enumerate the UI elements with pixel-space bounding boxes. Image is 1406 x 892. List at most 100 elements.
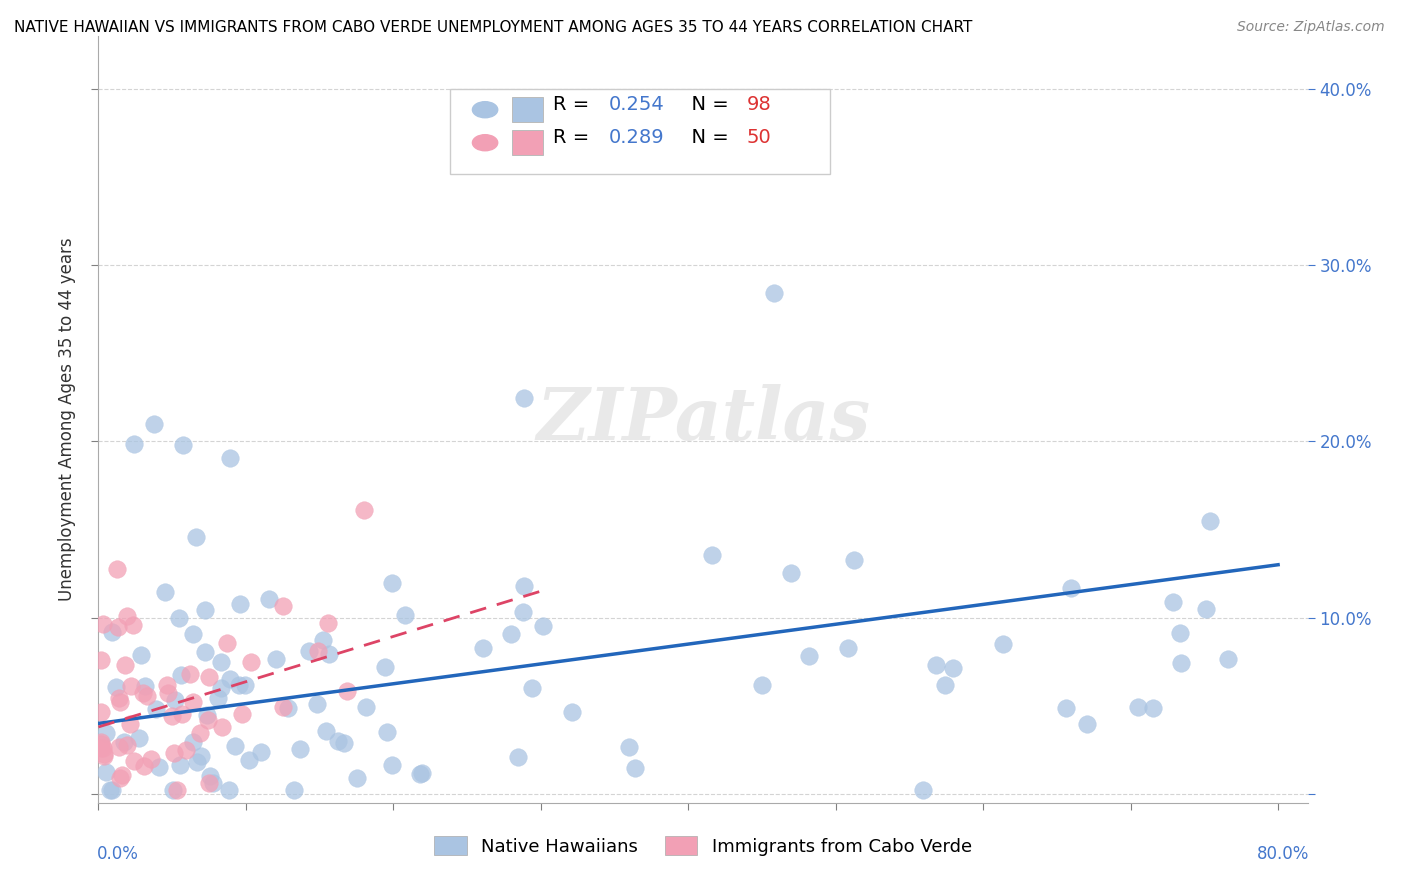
Point [520,681,543,696]
Point [249,745,271,759]
Point [172,707,194,722]
Point [298,644,321,658]
Point [207,691,229,706]
Point [394,608,416,623]
Point [153,584,176,599]
Point [1170,656,1192,670]
Point [318,648,340,662]
Point [215,636,238,650]
Point [156,686,179,700]
Point [218,672,240,686]
Point [129,648,152,663]
Point [375,724,398,739]
Point [288,741,311,756]
Point [110,772,132,786]
Point [165,692,187,706]
Point [195,708,218,723]
Point [122,437,145,451]
Point [219,450,242,465]
Point [145,702,167,716]
Point [148,760,170,774]
Point [233,678,256,692]
Point [142,417,165,431]
Point [512,605,534,619]
Point [531,619,554,633]
Point [181,626,204,640]
Point [108,695,131,709]
Point [506,749,529,764]
Point [163,746,186,760]
Point [188,725,211,739]
Point [174,743,197,757]
Point [197,713,219,727]
Y-axis label: Unemployment Among Ages 35 to 44 years: Unemployment Among Ages 35 to 44 years [58,237,76,601]
Point [108,690,131,705]
Point [762,285,785,300]
Point [501,627,523,641]
Point [101,625,124,640]
Point [90,737,112,751]
Point [315,724,337,739]
Point [700,548,723,562]
Point [842,553,865,567]
Point [100,783,122,797]
Point [942,661,965,675]
Point [273,699,295,714]
Point [617,739,640,754]
Text: R =: R = [553,95,595,114]
Point [326,733,349,747]
Point [90,653,112,667]
Point [202,775,225,789]
Point [94,765,117,780]
Point [228,678,250,692]
Point [190,749,212,764]
Point [105,562,128,576]
Point [134,679,156,693]
Text: 80.0%: 80.0% [1257,845,1309,863]
Point [411,765,433,780]
Point [912,783,935,797]
Point [90,706,112,720]
Point [194,603,217,617]
Point [336,683,359,698]
Text: N =: N = [679,95,735,114]
Point [238,753,260,767]
Point [194,645,217,659]
Point [135,689,157,703]
Point [837,641,859,656]
Point [381,576,404,591]
Point [117,609,139,624]
Point [471,640,494,655]
Point [316,615,339,630]
Point [779,566,801,580]
Point [181,735,204,749]
Point [186,755,208,769]
Text: 0.254: 0.254 [609,95,665,114]
Point [121,618,143,632]
Point [229,598,252,612]
Point [197,776,219,790]
Point [1195,602,1218,616]
Point [198,670,221,684]
Point [139,751,162,765]
Point [118,717,141,731]
Point [160,709,183,723]
Point [128,731,150,745]
Point [93,749,115,764]
Point [122,754,145,768]
Point [259,591,281,606]
Point [162,783,184,797]
Point [198,768,221,782]
Point [356,700,378,714]
Point [266,652,288,666]
Point [108,739,131,754]
Text: 0.0%: 0.0% [97,845,139,863]
Point [277,701,299,715]
Point [1168,626,1191,640]
Point [211,655,233,669]
Point [307,643,329,657]
Point [90,741,112,756]
Point [224,739,246,754]
Point [934,678,956,692]
Point [107,620,129,634]
